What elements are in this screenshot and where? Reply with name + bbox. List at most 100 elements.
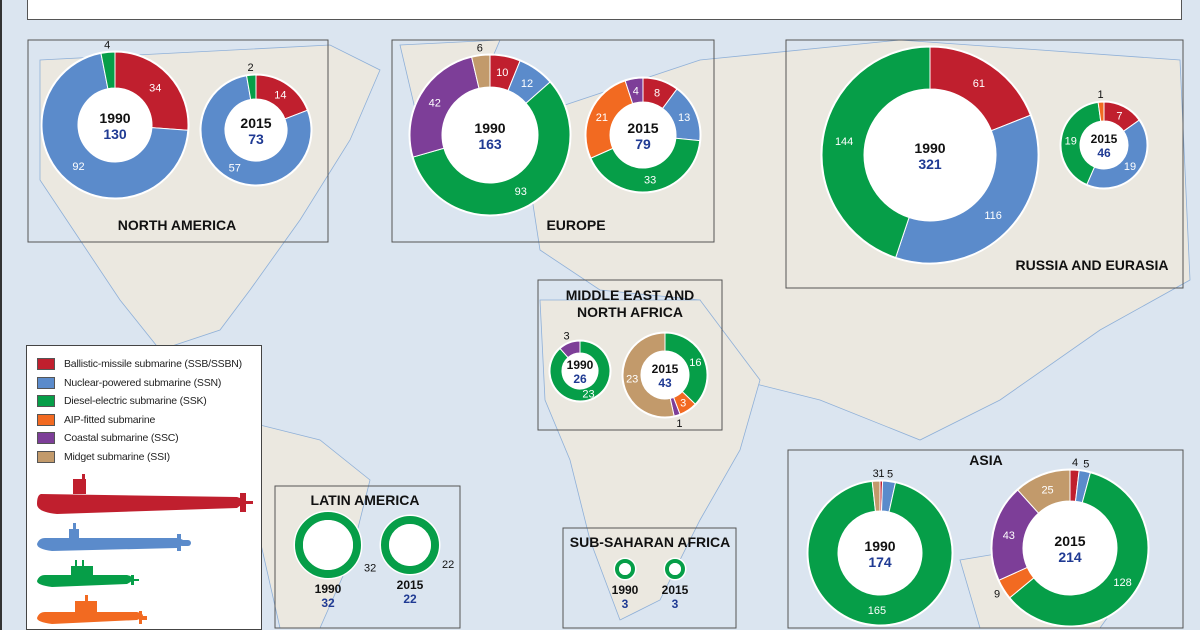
legend-swatch: [37, 395, 55, 407]
segment-value-label: 8: [654, 87, 660, 99]
segment-value-label: 21: [596, 112, 608, 124]
segment-value-label: 93: [515, 186, 527, 198]
chart-total: 3: [672, 597, 679, 611]
region-label: NORTH AMERICA: [118, 217, 236, 233]
legend-item-ssn: Nuclear-powered submarine (SSN): [37, 376, 221, 390]
chart-year: 2015: [662, 583, 689, 597]
donut-segment-ssk: [615, 559, 635, 579]
ssn-submarine-icon: [37, 523, 191, 551]
segment-value-label: 4: [633, 86, 639, 98]
donut-hole: [562, 353, 598, 389]
legend: Ballistic-missile submarine (SSB/SSBN) Nu…: [26, 345, 262, 630]
segment-value-label: 13: [678, 112, 690, 124]
region-box-europe: [391, 39, 715, 243]
donut-hole: [1080, 121, 1128, 169]
segment-value-label: 23: [626, 374, 638, 386]
chart-total: 321: [918, 156, 942, 172]
donut-segment-ssk: [381, 516, 439, 574]
aip-submarine-icon: [37, 595, 147, 624]
donut-hole: [838, 511, 922, 595]
segment-value-label: 2: [248, 62, 254, 74]
segment-value-label: 3: [563, 330, 569, 342]
legend-swatch: [37, 376, 55, 389]
donut-segment-ssk: [549, 340, 611, 402]
donut-hole: [225, 99, 287, 161]
chart-year: 2015: [627, 120, 658, 136]
chart-total: 130: [103, 126, 127, 142]
segment-value-label: 4: [104, 39, 110, 51]
segment-value-label: 6: [477, 43, 483, 55]
segment-value-label: 14: [274, 90, 286, 102]
chart-year: 2015: [240, 115, 271, 131]
region-label: ASIA: [969, 452, 1002, 468]
segment-value-label: 128: [1113, 577, 1131, 589]
chart-year: 1990: [864, 538, 895, 554]
chart-total: 73: [248, 131, 264, 147]
legend-item-aip: AIP-fitted submarine: [37, 413, 155, 427]
chart-year: 1990: [474, 120, 505, 136]
region-box-north-america: [27, 39, 329, 243]
region-box-russia: [785, 39, 1184, 289]
segment-value-label: 1: [878, 468, 884, 480]
ssb-submarine-icon: [37, 474, 253, 514]
region-box-asia: [787, 449, 1184, 629]
segment-value-label: 57: [229, 162, 241, 174]
segment-value-label: 25: [1041, 485, 1053, 497]
donut-hole: [1023, 501, 1117, 595]
segment-value-label: 144: [835, 136, 853, 148]
region-label: RUSSIA AND EURASIA: [1016, 257, 1169, 273]
chart-total: 32: [321, 596, 335, 610]
segment-value-label: 165: [868, 605, 886, 617]
donut-hole: [442, 87, 538, 183]
legend-label: Coastal submarine (SSC): [64, 432, 179, 444]
donut-segment-ssk: [665, 559, 685, 579]
donut-hole: [610, 102, 676, 168]
segment-value-label: 3: [873, 468, 879, 480]
donut-hole: [389, 524, 431, 566]
chart-total: 214: [1058, 549, 1082, 565]
segment-value-label: 12: [521, 78, 533, 90]
region-label: LATIN AMERICA: [311, 492, 420, 508]
segment-value-label: 3: [680, 398, 686, 410]
region-box-latin-america: [274, 485, 461, 629]
donut-hole: [669, 563, 681, 575]
header-text-box: [27, 0, 1182, 20]
donut-hole: [864, 89, 996, 221]
legend-swatch: [37, 413, 55, 426]
chart-year: 2015: [652, 362, 679, 376]
chart-total: 22: [403, 592, 417, 606]
segment-value-label: 23: [582, 388, 594, 400]
legend-item-ssk: Diesel-electric submarine (SSK): [37, 394, 207, 408]
legend-item-ssb: Ballistic-missile submarine (SSB/SSBN): [37, 357, 242, 371]
submarine-silhouettes: [37, 474, 253, 624]
segment-value-label: 33: [644, 174, 656, 186]
region-label: SUB-SAHARAN AFRICA: [570, 534, 730, 550]
ssk-submarine-icon: [37, 560, 139, 587]
segment-value-label: 116: [984, 210, 1002, 222]
legend-item-ssc: Coastal submarine (SSC): [37, 431, 179, 445]
region-box-mena: [537, 279, 723, 431]
legend-label: Nuclear-powered submarine (SSN): [64, 376, 222, 389]
segment-value-label: 34: [149, 83, 161, 95]
segment-value-label: 10: [496, 67, 508, 79]
segment-value-label: 92: [72, 161, 84, 173]
segment-value-label: 42: [429, 98, 441, 110]
segment-value-label: 4: [1072, 457, 1078, 469]
